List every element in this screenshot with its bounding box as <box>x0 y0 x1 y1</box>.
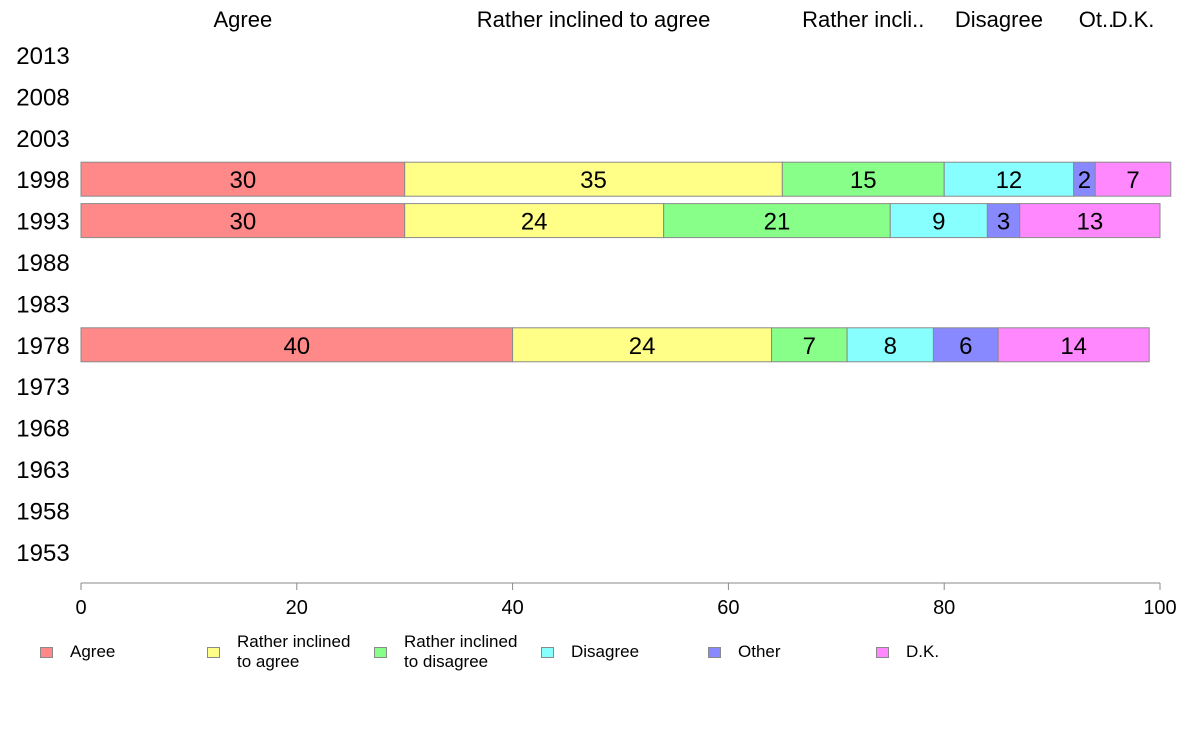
year-label-1958: 1958 <box>16 498 69 525</box>
year-label-1978: 1978 <box>16 333 69 360</box>
top-label-1: Rather inclined to agree <box>477 7 711 32</box>
bar-1978-1 <box>512 327 773 363</box>
stacked-bar-chart: Agree Rather inclined to agree Rather incl… <box>16 7 1177 619</box>
x-tick-label-20: 20 <box>286 597 308 619</box>
year-axis-labels: 2013 2008 2003 1998 1993 1988 1983 1978 1973 1968… <box>16 43 69 567</box>
bar-1993-0 <box>80 203 406 239</box>
bar-label-1993-5: 13 <box>1077 209 1104 236</box>
bar-1978-4 <box>932 327 999 363</box>
bar-label-1998-3: 12 <box>996 167 1023 194</box>
year-label-2013: 2013 <box>16 43 69 70</box>
legend-swatch <box>541 647 554 658</box>
bar-label-1993-1: 24 <box>521 209 548 236</box>
top-label-0: Agree <box>213 7 272 32</box>
year-label-2008: 2008 <box>16 84 69 111</box>
bar-1993-3 <box>889 203 988 239</box>
legend-label: Disagree <box>571 642 640 661</box>
top-label-2: Rather incli.. <box>802 7 924 32</box>
bar-1993-4 <box>986 203 1021 239</box>
legend-swatch <box>876 647 889 658</box>
year-label-1973: 1973 <box>16 374 69 401</box>
x-tick-label-60: 60 <box>717 597 739 619</box>
year-label-1953: 1953 <box>16 540 69 567</box>
bar-1998-2 <box>781 161 945 197</box>
x-tick-label-0: 0 <box>75 597 86 619</box>
year-label-1983: 1983 <box>16 291 69 318</box>
bar-label-1993-4: 3 <box>997 209 1010 236</box>
year-label-1988: 1988 <box>16 250 69 277</box>
bar-1978-2 <box>771 327 848 363</box>
top-label-3: Disagree <box>955 7 1043 32</box>
bar-1993-2 <box>663 203 891 239</box>
bar-label-1998-1: 35 <box>580 167 607 194</box>
bar-1998-5 <box>1094 161 1172 197</box>
x-tick-label-80: 80 <box>933 597 955 619</box>
bar-label-1998-0: 30 <box>229 167 256 194</box>
bar-label-1998-4: 2 <box>1078 167 1091 194</box>
bar-1993-5 <box>1019 203 1161 239</box>
x-axis: 0 20 40 60 80 100 <box>75 582 1177 619</box>
year-label-2003: 2003 <box>16 126 69 153</box>
bar-label-1993-3: 9 <box>932 209 945 236</box>
legend-label: Other <box>738 642 781 661</box>
bar-label-1978-2: 7 <box>803 333 816 360</box>
legend-swatch <box>374 647 387 658</box>
legend-swatch <box>207 647 220 658</box>
bar-label-1998-2: 15 <box>850 167 877 194</box>
bar-area: 30 35 15 12 2 7 30 24 21 9 3 13 40 24 7 8 6 14 <box>80 161 1172 363</box>
x-tick-label-40: 40 <box>501 597 523 619</box>
bar-label-1998-5: 7 <box>1126 167 1139 194</box>
top-label-5: D.K. <box>1112 7 1155 32</box>
bar-label-1978-1: 24 <box>629 333 656 360</box>
bar-1978-3 <box>846 327 934 363</box>
x-tick-label-100: 100 <box>1143 597 1176 619</box>
legend-label: Rather inclined to disagree <box>404 632 518 671</box>
bar-label-1978-3: 8 <box>884 333 897 360</box>
bar-label-1978-5: 14 <box>1060 333 1087 360</box>
bar-1998-0 <box>80 161 406 197</box>
legend-swatch <box>40 647 53 658</box>
bar-1978-5 <box>997 327 1150 363</box>
year-label-1993: 1993 <box>16 209 69 236</box>
top-category-labels: Agree Rather inclined to agree Rather incl… <box>213 7 1154 32</box>
legend-swatch <box>708 647 721 658</box>
bar-label-1978-0: 40 <box>283 333 310 360</box>
bar-label-1978-4: 6 <box>959 333 972 360</box>
bar-label-1993-2: 21 <box>764 209 791 236</box>
legend-label: Agree <box>70 642 116 661</box>
bar-label-1993-0: 30 <box>229 209 256 236</box>
legend-label: Rather inclined to agree <box>237 632 351 671</box>
bar-1998-1 <box>404 161 783 197</box>
bar-1978-0 <box>80 327 514 363</box>
legend-label: D.K. <box>906 642 940 661</box>
top-label-4: Ot.. <box>1079 7 1114 32</box>
year-label-1968: 1968 <box>16 416 69 443</box>
year-label-1998: 1998 <box>16 167 69 194</box>
legend: Agree Rather inclined to agree Rather incl… <box>0 630 1188 690</box>
year-label-1963: 1963 <box>16 457 69 484</box>
